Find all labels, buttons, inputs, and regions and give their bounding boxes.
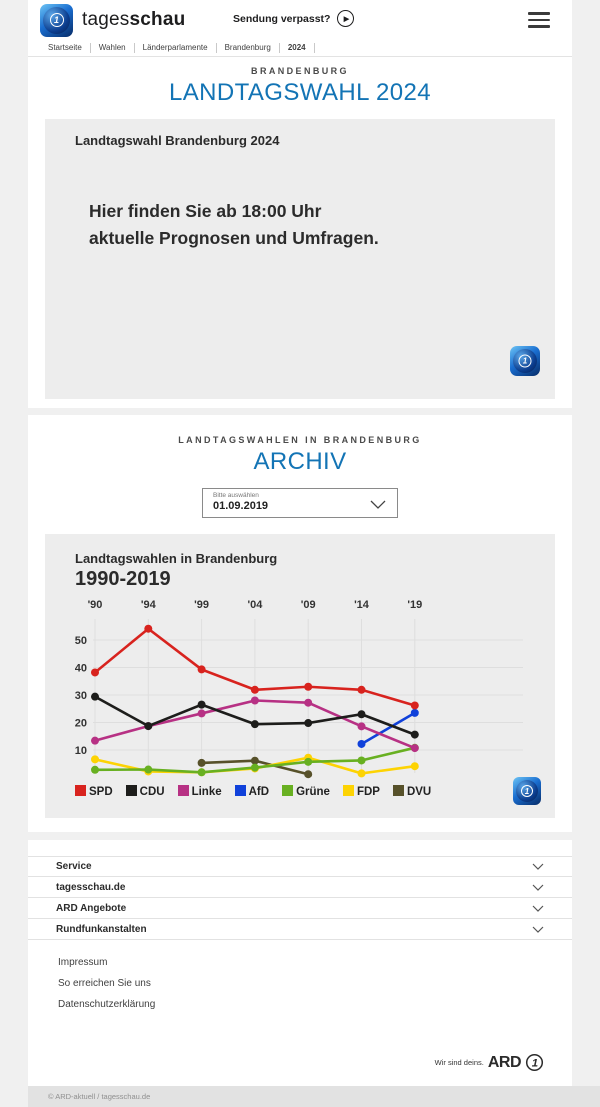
hero-kicker: BRANDENBURG xyxy=(251,66,349,76)
legend-swatch xyxy=(177,785,189,796)
copyright-bar: © ARD-aktuell / tagesschau.de xyxy=(28,1086,600,1107)
legend-swatch xyxy=(234,785,246,796)
ard-one-icon: 1 xyxy=(521,785,533,797)
ard-one-icon: 1 xyxy=(518,354,532,368)
svg-text:'90: '90 xyxy=(88,599,103,611)
header-card: 1 tagesschau Sendung verpasst? ▶ Startse… xyxy=(28,0,572,408)
copyright-text: © ARD-aktuell / tagesschau.de xyxy=(48,1092,151,1101)
svg-text:'94: '94 xyxy=(141,599,157,611)
teaser-box: Landtagswahl Brandenburg 2024 Hier finde… xyxy=(45,119,555,399)
breadcrumb-item-laenderparlamente[interactable]: Länderparlamente xyxy=(135,43,217,53)
svg-text:50: 50 xyxy=(75,635,87,647)
accordion-label: Rundfunkanstalten xyxy=(56,923,147,935)
breadcrumb-item-brandenburg[interactable]: Brandenburg xyxy=(217,43,280,53)
chevron-down-icon xyxy=(532,905,544,912)
chevron-down-icon xyxy=(532,926,544,933)
legend-item: CDU xyxy=(125,785,165,798)
legend-item: SPD xyxy=(75,785,113,798)
hamburger-bar xyxy=(528,12,550,15)
svg-text:'19: '19 xyxy=(407,599,422,611)
link-so-erreichen-sie-uns[interactable]: So erreichen Sie uns xyxy=(58,978,151,989)
archive-kicker: LANDTAGSWAHLEN IN BRANDENBURG xyxy=(178,435,422,445)
chart-subtitle: 1990-2019 xyxy=(75,568,171,590)
tagesschau-app-icon: 1 xyxy=(40,3,73,37)
svg-text:30: 30 xyxy=(75,690,87,702)
svg-text:10: 10 xyxy=(75,745,87,757)
site-header: 1 tagesschau Sendung verpasst? ▶ xyxy=(28,0,572,40)
legend-swatch xyxy=(125,785,137,796)
breadcrumb: Startseite Wahlen Länderparlamente Brand… xyxy=(28,40,572,57)
tagesschau-wordmark: tagesschau xyxy=(82,9,186,30)
breadcrumb-item-wahlen[interactable]: Wahlen xyxy=(91,43,135,53)
tagesschau-home-link[interactable]: 1 tagesschau xyxy=(40,3,186,37)
legend-swatch xyxy=(342,785,354,796)
ard-logo-badge: 1 xyxy=(513,777,541,805)
archive-title: ARCHIV xyxy=(253,448,347,475)
legend-item: Grüne xyxy=(282,785,330,798)
svg-text:40: 40 xyxy=(75,663,87,675)
ard-brand: Wir sind deins. ARD 1 xyxy=(435,1053,544,1072)
chart-box: Landtagswahlen in Brandenburg 1990-2019 … xyxy=(45,534,555,818)
ard-one-icon: 1 xyxy=(49,13,64,27)
hero-section: BRANDENBURG LANDTAGSWAHL 2024 xyxy=(28,57,572,107)
footer-links: Impressum So erreichen Sie uns Datenschu… xyxy=(28,952,572,1015)
legend-swatch xyxy=(75,785,86,796)
footer-accordion: Service tagesschau.de ARD Angebote Rundf… xyxy=(28,856,572,940)
page-title: LANDTAGSWAHL 2024 xyxy=(169,79,431,106)
svg-text:'04: '04 xyxy=(247,599,263,611)
legend-item: AfD xyxy=(234,785,269,798)
play-icon[interactable]: ▶ xyxy=(337,10,355,27)
breadcrumb-item-2024[interactable]: 2024 xyxy=(280,43,315,53)
accordion-label: Service xyxy=(56,861,92,872)
hamburger-menu-button[interactable] xyxy=(528,12,550,28)
ard-wordmark: ARD xyxy=(487,1053,522,1071)
accordion-label: ARD Angebote xyxy=(56,902,127,914)
accordion-tagesschau-de[interactable]: tagesschau.de xyxy=(28,877,572,898)
line-chart: 10 20 30 40 50 '90 '94 '99 '04 '09 '14 '19 xyxy=(75,599,523,779)
accordion-ard-angebote[interactable]: ARD Angebote xyxy=(28,898,572,919)
chevron-down-icon xyxy=(532,884,544,891)
ard-logo-badge: 1 xyxy=(510,346,540,376)
select-value: 01.09.2019 xyxy=(213,500,269,512)
legend-swatch xyxy=(282,785,294,796)
link-datenschutzerklaerung[interactable]: Datenschutzerklärung xyxy=(58,999,156,1010)
legend-swatch xyxy=(392,785,404,796)
archive-card: LANDTAGSWAHLEN IN BRANDENBURG ARCHIV Bit… xyxy=(28,415,572,832)
svg-text:1: 1 xyxy=(532,1057,538,1069)
accordion-rundfunkanstalten[interactable]: Rundfunkanstalten xyxy=(28,919,572,940)
archive-date-select[interactable]: Bitte auswählen 01.09.2019 xyxy=(202,488,398,518)
ard-one-icon: 1 xyxy=(525,1053,544,1072)
svg-text:'14: '14 xyxy=(354,599,370,611)
accordion-service[interactable]: Service xyxy=(28,856,572,877)
svg-text:'99: '99 xyxy=(194,599,209,611)
breadcrumb-item-startseite[interactable]: Startseite xyxy=(48,43,91,53)
chart-legend: SPD CDU Linke AfD Grüne FDP DVU xyxy=(75,785,555,798)
sendung-verpasst-label: Sendung verpasst? xyxy=(233,12,331,25)
teaser-text: Hier finden Sie ab 18:00 Uhr aktuelle Pro… xyxy=(89,201,379,248)
chevron-down-icon xyxy=(370,500,386,509)
teaser-title: Landtagswahl Brandenburg 2024 xyxy=(75,133,280,148)
legend-item: FDP xyxy=(342,785,380,798)
hamburger-bar xyxy=(528,18,550,22)
accordion-label: tagesschau.de xyxy=(56,881,126,893)
chart-title: Landtagswahlen in Brandenburg xyxy=(75,551,278,566)
legend-item: DVU xyxy=(392,785,431,798)
hamburger-bar xyxy=(528,25,550,28)
ard-claim: Wir sind deins. xyxy=(434,1058,484,1067)
link-impressum[interactable]: Impressum xyxy=(58,957,108,968)
legend-item: Linke xyxy=(177,785,222,798)
svg-text:'09: '09 xyxy=(301,599,316,611)
svg-text:20: 20 xyxy=(75,718,87,730)
chevron-down-icon xyxy=(532,863,544,870)
sendung-verpasst-link[interactable]: Sendung verpasst? ▶ xyxy=(233,10,355,27)
footer-card: Service tagesschau.de ARD Angebote Rundf… xyxy=(28,840,572,1086)
select-label: Bitte auswählen xyxy=(213,492,259,499)
